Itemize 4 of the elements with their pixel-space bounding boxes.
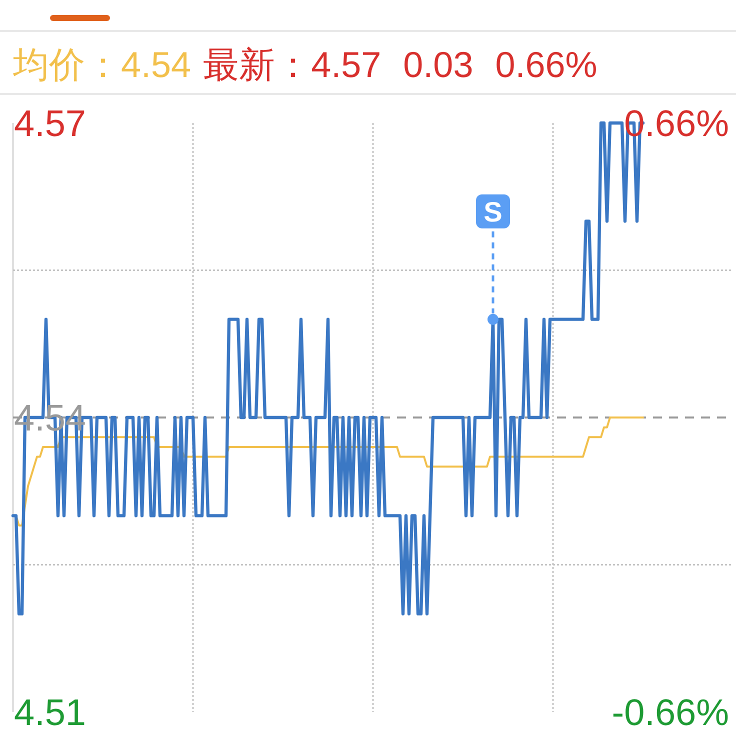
annotation: 0.03	[403, 44, 474, 85]
annotation: 0.66%	[495, 44, 598, 85]
annotation: 最新：4.57	[203, 44, 382, 85]
annotation: 均价：4.54	[13, 44, 192, 85]
